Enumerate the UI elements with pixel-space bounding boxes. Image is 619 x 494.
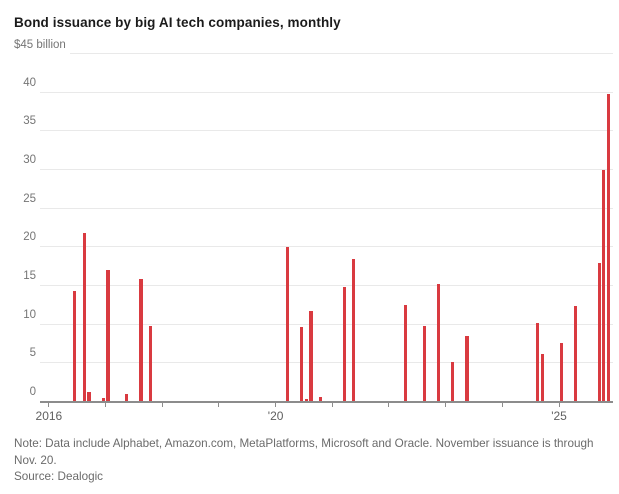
bar [318, 397, 323, 401]
x-tick [445, 403, 447, 407]
x-tick [331, 403, 333, 407]
bar [559, 343, 563, 401]
x-tick [105, 403, 107, 407]
gridline [40, 92, 613, 93]
x-axis-line [40, 401, 613, 403]
x-tick-label: '20 [267, 409, 284, 423]
chart-footnotes: Note: Data include Alphabet, Amazon.com,… [14, 436, 611, 486]
y-tick-label: 0 [29, 386, 36, 398]
gridline [40, 246, 613, 247]
x-tick-label: '25 [551, 409, 567, 423]
gridline [40, 285, 613, 286]
bar [73, 291, 77, 401]
bar [82, 233, 86, 401]
bar [309, 310, 313, 401]
x-tick [558, 403, 560, 407]
y-tick-label: 20 [23, 231, 36, 243]
bar [304, 398, 308, 401]
y-tick-label: 30 [23, 154, 36, 166]
gridline [40, 208, 613, 209]
gridline [40, 169, 613, 170]
y-tick-label: 10 [23, 309, 36, 321]
bar [536, 322, 540, 401]
bar [602, 169, 606, 401]
x-tick [218, 403, 220, 407]
bar [597, 263, 601, 401]
y-tick-label: 5 [29, 347, 36, 359]
bar [285, 247, 289, 401]
gridline [40, 130, 613, 131]
bar [607, 93, 611, 401]
bar [299, 326, 304, 401]
x-tick [161, 403, 163, 407]
bar [101, 397, 105, 401]
chart-title: Bond issuance by big AI tech companies, … [14, 15, 341, 31]
bar [342, 286, 346, 401]
gridline [40, 324, 613, 325]
x-tick [48, 403, 50, 407]
y-tick-label: 35 [23, 115, 36, 127]
y-tick-label: 40 [23, 77, 36, 89]
bond-issuance-bar-chart: $45 billion 0 5 10 15 20 25 30 35 40 2016 '20 '25 [14, 39, 613, 423]
gridline [40, 362, 613, 363]
y-axis-unit-label: $45 billion [14, 39, 71, 51]
x-tick [275, 403, 277, 407]
bar [465, 336, 469, 401]
x-tick [388, 403, 390, 407]
y-tick-label: 15 [23, 270, 36, 282]
bar [403, 305, 408, 401]
gridline [70, 53, 613, 54]
bar [422, 325, 426, 401]
bar [106, 269, 110, 401]
x-tick [501, 403, 503, 407]
bar [540, 353, 545, 401]
y-tick-label: 25 [23, 193, 36, 205]
bar [148, 325, 153, 401]
bar [351, 259, 356, 401]
source-text: Source: Dealogic [14, 470, 104, 483]
bar [451, 362, 455, 401]
bar [87, 392, 91, 401]
note-text: Note: Data include Alphabet, Amazon.com,… [14, 437, 594, 467]
bar [436, 284, 441, 401]
bar [573, 305, 578, 401]
bar [125, 394, 129, 401]
bar [139, 278, 143, 401]
x-tick-label: 2016 [35, 409, 63, 423]
